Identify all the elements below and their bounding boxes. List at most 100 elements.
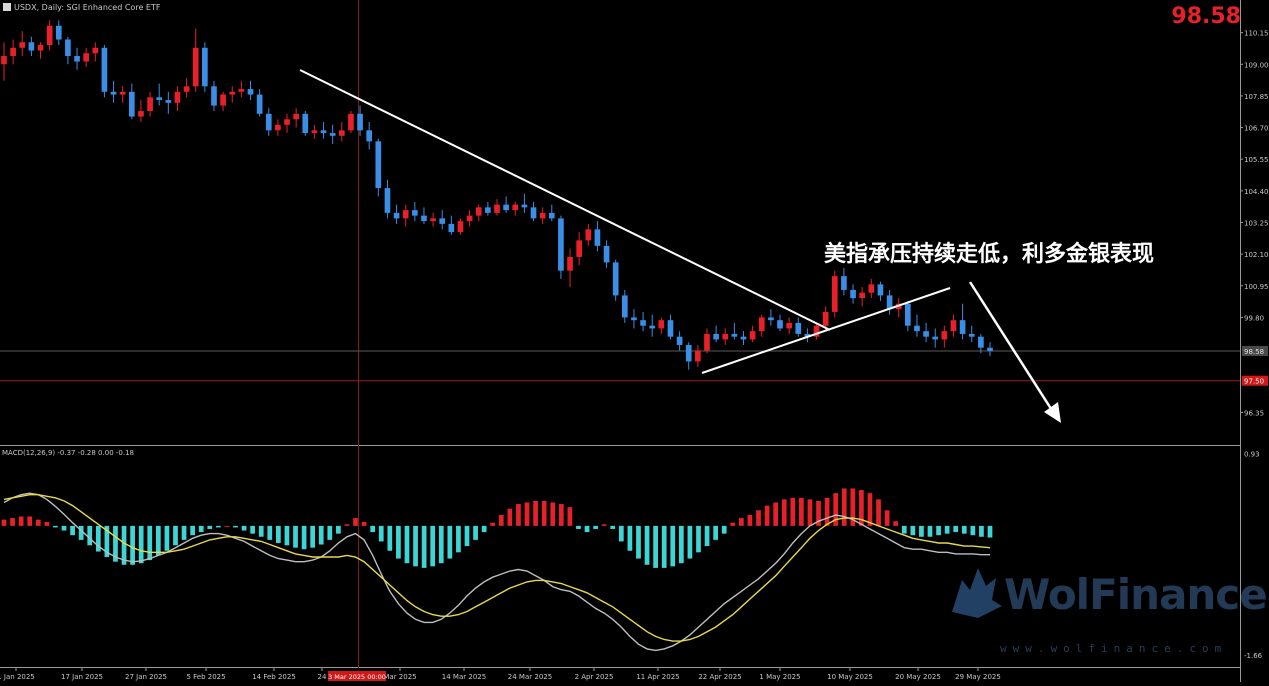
macd-histogram-bar — [387, 525, 393, 551]
macd-histogram-bar — [653, 525, 658, 568]
candle-body — [1, 56, 7, 65]
crosshair-date-label: 3 Mar 2025 00:00 — [328, 673, 386, 681]
macd-histogram-bar — [130, 525, 135, 565]
macd-histogram-bar — [584, 525, 590, 533]
candle-body — [658, 320, 665, 329]
date-axis-label: 11 Apr 2025 — [636, 673, 679, 681]
macd-axis-label: 0.93 — [1244, 450, 1260, 458]
macd-histogram-bar — [310, 525, 316, 548]
macd-histogram-bar — [293, 525, 298, 548]
macd-histogram-bar — [318, 525, 324, 545]
candle-body — [612, 262, 619, 296]
date-axis-label: 14 Mar 2025 — [442, 673, 486, 681]
macd-histogram-bar — [215, 525, 221, 528]
macd-histogram-bar — [336, 525, 341, 534]
macd-histogram-bar — [661, 525, 667, 568]
candle-body — [576, 240, 582, 257]
price-axis-label: 107.85 — [1244, 93, 1269, 101]
candle-body — [695, 350, 701, 362]
candle-body — [338, 130, 345, 136]
macd-histogram-bar — [936, 525, 941, 536]
candle-body — [348, 113, 354, 131]
candle-body — [676, 336, 683, 345]
candle-body — [621, 295, 628, 318]
macd-histogram-bar — [678, 525, 684, 564]
candle-body — [402, 210, 409, 219]
macd-histogram-bar — [464, 525, 470, 547]
candle-body — [704, 333, 710, 351]
candle-body — [631, 317, 637, 321]
macd-histogram-bar — [507, 508, 513, 526]
macd-histogram-bar — [516, 504, 521, 526]
macd-histogram-bar — [610, 525, 616, 529]
candle-body — [439, 218, 446, 224]
price-axis-label: 106.70 — [1244, 125, 1269, 133]
macd-histogram-bar — [618, 525, 624, 542]
date-axis-label: 29 May 2025 — [955, 673, 1001, 681]
macd-histogram-bar — [267, 525, 273, 540]
macd-histogram-bar — [576, 525, 581, 529]
candle-body — [512, 204, 519, 211]
candle-body — [265, 113, 272, 131]
macd-histogram-bar — [747, 514, 753, 526]
candle-body — [229, 91, 236, 95]
macd-histogram-bar — [927, 525, 933, 537]
candle-body — [987, 347, 993, 351]
macd-histogram-bar — [353, 518, 358, 526]
macd-histogram-bar — [850, 488, 856, 526]
candle-body — [457, 221, 464, 233]
candle-body — [749, 331, 756, 340]
price-axis-label: 104.40 — [1244, 188, 1269, 196]
macd-histogram-bar — [533, 500, 538, 526]
candle-body — [384, 188, 391, 213]
candle-body — [19, 42, 26, 48]
candle-body — [585, 229, 592, 241]
macd-histogram-bar — [696, 525, 701, 553]
candle-body — [485, 207, 491, 213]
candle-body — [10, 47, 16, 57]
candle-body — [329, 133, 336, 136]
macd-histogram-bar — [841, 488, 847, 526]
macd-histogram-bar — [704, 525, 710, 547]
macd-histogram-bar — [721, 525, 727, 534]
candle-body — [731, 333, 738, 337]
candle-body — [174, 91, 181, 103]
macd-histogram-bar — [396, 525, 401, 559]
price-axis-label: 110.15 — [1244, 30, 1269, 38]
macd-histogram-bar — [147, 525, 153, 561]
macd-histogram-bar — [344, 524, 350, 526]
candle-body — [375, 141, 382, 189]
candle-body — [548, 212, 555, 219]
date-axis-label: 14 Feb 2025 — [252, 673, 296, 681]
candle-body — [494, 204, 500, 213]
date-axis-label: 1 May 2025 — [759, 673, 800, 681]
candle-body — [393, 212, 400, 219]
candle-body — [722, 333, 729, 340]
date-axis-label: 5 Feb 2025 — [186, 673, 225, 681]
candle-body — [466, 215, 473, 222]
date-axis-label: 17 Jan 2025 — [61, 673, 103, 681]
macd-histogram-bar — [87, 525, 93, 546]
macd-histogram-bar — [764, 505, 770, 526]
candle-body — [959, 320, 966, 334]
candle-body — [877, 284, 884, 296]
macd-histogram-bar — [876, 499, 881, 526]
candle-body — [165, 100, 172, 103]
candle-body — [978, 336, 984, 348]
watermark-logo: WolFinance — [948, 560, 1268, 630]
macd-histogram-bar — [164, 525, 170, 551]
candle-body — [905, 303, 911, 326]
candle-body — [302, 113, 309, 134]
macd-histogram-bar — [601, 524, 607, 526]
macd-histogram-bar — [27, 516, 33, 526]
macd-histogram-bar — [173, 525, 178, 546]
candle-body — [859, 292, 866, 299]
date-axis-label: 27 Jan 2025 — [125, 673, 167, 681]
macd-histogram-bar — [258, 525, 264, 537]
candle-body — [521, 204, 528, 208]
level-price-tag — [1242, 375, 1268, 386]
price-axis-label: 109.00 — [1244, 61, 1269, 69]
candle-body — [421, 215, 427, 222]
candle-body — [28, 42, 35, 51]
